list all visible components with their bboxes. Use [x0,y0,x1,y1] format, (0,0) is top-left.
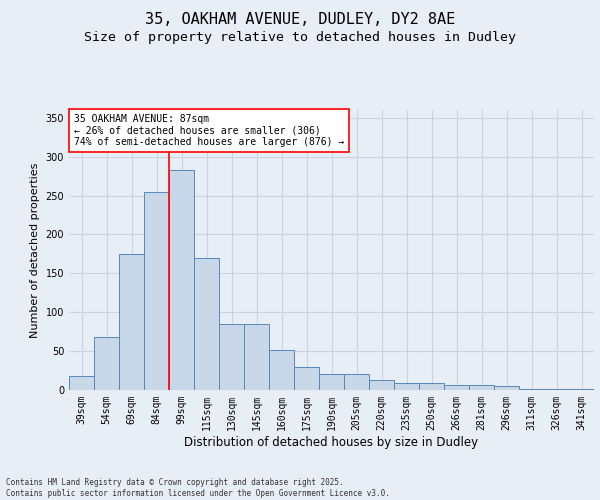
X-axis label: Distribution of detached houses by size in Dudley: Distribution of detached houses by size … [184,436,479,448]
Bar [494,386,519,390]
Text: Size of property relative to detached houses in Dudley: Size of property relative to detached ho… [84,31,516,44]
Text: 35 OAKHAM AVENUE: 87sqm
← 26% of detached houses are smaller (306)
74% of semi-d: 35 OAKHAM AVENUE: 87sqm ← 26% of detache… [74,114,344,148]
Text: 35, OAKHAM AVENUE, DUDLEY, DY2 8AE: 35, OAKHAM AVENUE, DUDLEY, DY2 8AE [145,12,455,28]
Bar [569,389,594,390]
Bar [344,374,369,390]
Bar [294,366,319,390]
Bar [544,389,569,390]
Bar [244,324,269,390]
Bar [194,258,219,390]
Bar [394,383,419,390]
Y-axis label: Number of detached properties: Number of detached properties [30,162,40,338]
Bar [369,380,394,390]
Bar [219,324,244,390]
Bar [94,337,119,390]
Bar [69,376,94,390]
Bar [519,389,544,390]
Bar [419,383,444,390]
Bar [469,386,494,390]
Bar [319,374,344,390]
Bar [169,170,194,390]
Bar [119,254,144,390]
Bar [444,384,469,390]
Bar [269,350,294,390]
Text: Contains HM Land Registry data © Crown copyright and database right 2025.
Contai: Contains HM Land Registry data © Crown c… [6,478,390,498]
Bar [144,192,169,390]
